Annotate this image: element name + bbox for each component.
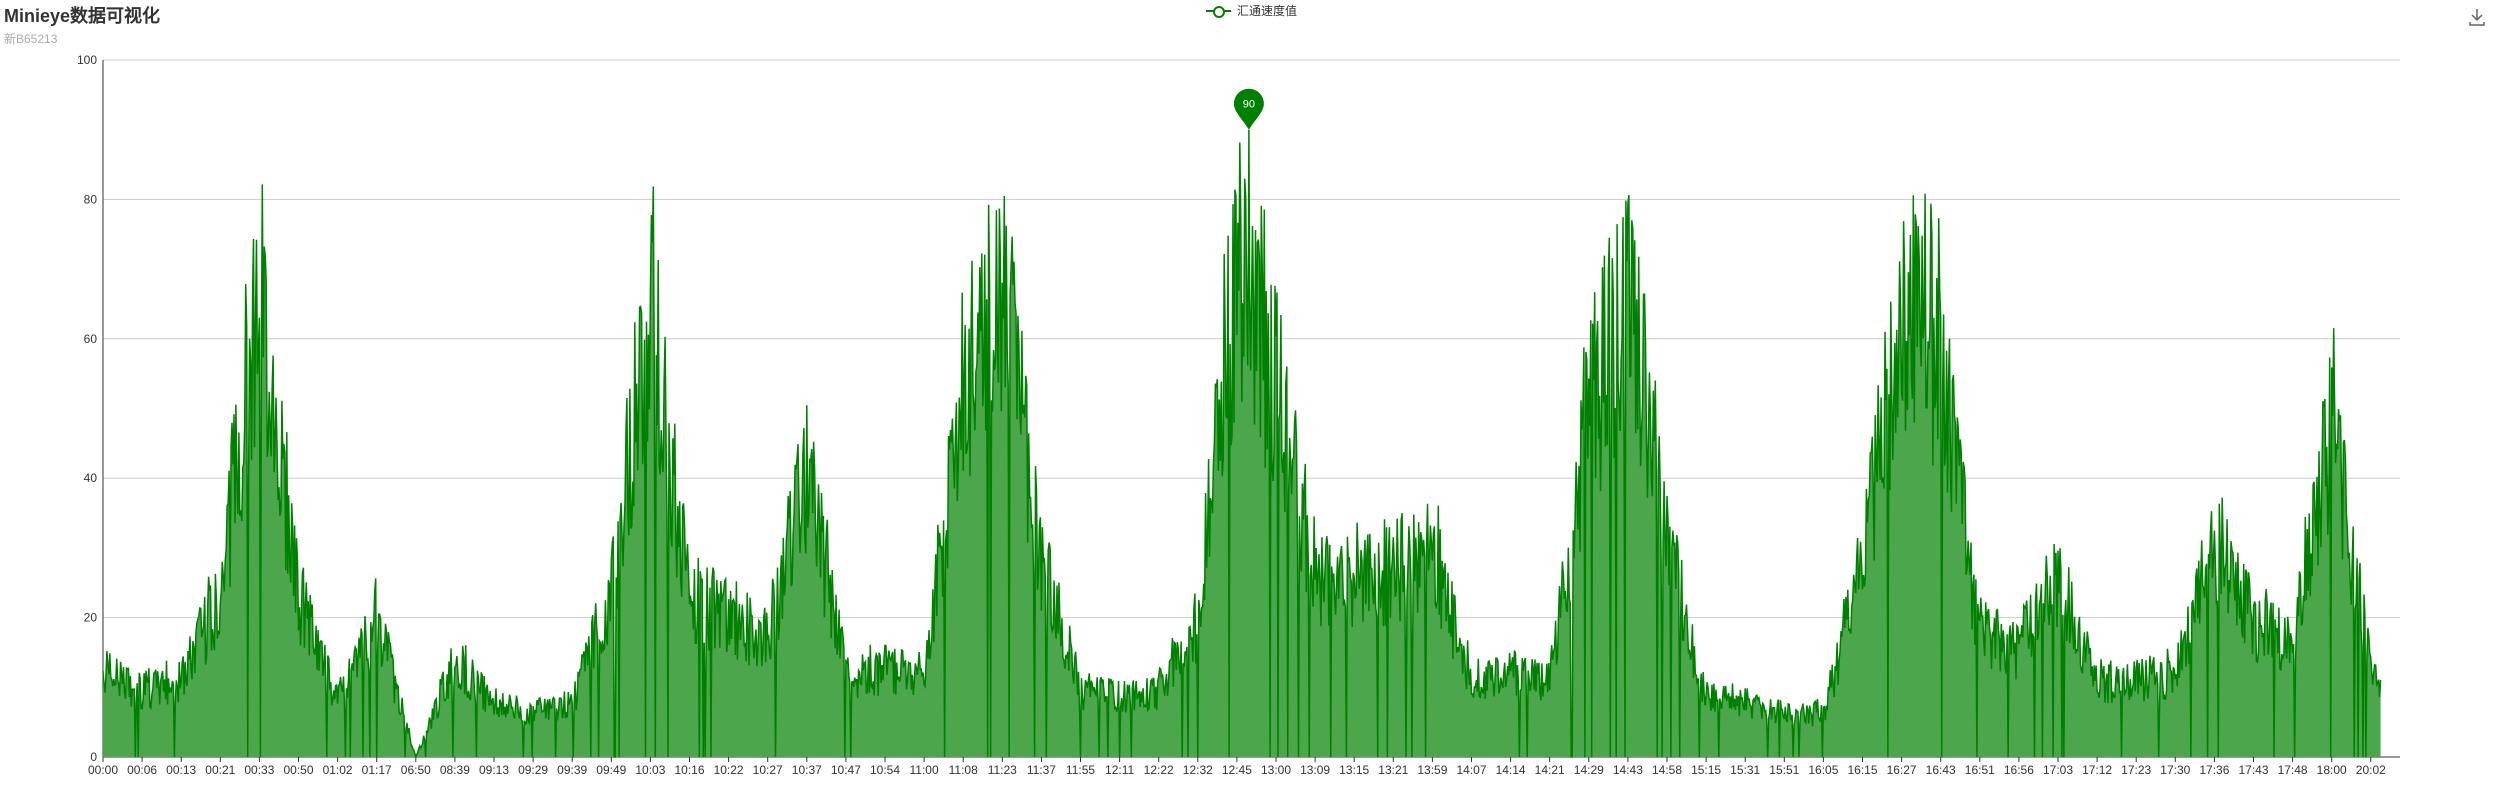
x-tick-label: 01:02 xyxy=(323,763,353,777)
x-tick-label: 11:55 xyxy=(1066,763,1095,777)
x-tick-label: 09:49 xyxy=(596,763,626,777)
x-tick-label: 10:03 xyxy=(635,763,665,777)
x-tick-label: 10:27 xyxy=(753,763,783,777)
x-tick-label: 00:33 xyxy=(244,763,274,777)
x-tick-label: 08:39 xyxy=(440,763,470,777)
x-tick-label: 10:47 xyxy=(831,763,861,777)
x-tick-label: 15:15 xyxy=(1691,763,1721,777)
max-point-marker: 90 xyxy=(1234,89,1264,130)
x-tick-label: 00:00 xyxy=(88,763,118,777)
x-tick-label: 11:37 xyxy=(1027,763,1056,777)
series-area xyxy=(103,130,2381,757)
x-tick-label: 10:22 xyxy=(714,763,744,777)
x-tick-label: 11:23 xyxy=(988,763,1017,777)
x-tick-label: 17:43 xyxy=(2238,763,2268,777)
x-tick-label: 17:03 xyxy=(2043,763,2073,777)
x-tick-label: 13:21 xyxy=(1378,763,1408,777)
x-tick-label: 14:14 xyxy=(1496,763,1526,777)
y-tick-label: 60 xyxy=(84,332,98,346)
y-tick-label: 100 xyxy=(77,53,97,67)
x-tick-label: 14:07 xyxy=(1456,763,1486,777)
x-tick-label: 12:45 xyxy=(1222,763,1252,777)
x-tick-label: 13:09 xyxy=(1300,763,1330,777)
y-tick-label: 40 xyxy=(84,471,98,485)
x-tick-label: 13:00 xyxy=(1261,763,1291,777)
max-point-label: 90 xyxy=(1243,99,1255,111)
x-tick-label: 12:32 xyxy=(1183,763,1213,777)
x-tick-label: 09:39 xyxy=(557,763,587,777)
x-tick-label: 10:16 xyxy=(674,763,704,777)
x-tick-label: 12:11 xyxy=(1105,763,1134,777)
x-tick-label: 09:13 xyxy=(479,763,509,777)
x-tick-label: 06:50 xyxy=(401,763,431,777)
y-tick-label: 0 xyxy=(90,750,97,764)
x-tick-label: 17:30 xyxy=(2160,763,2190,777)
x-tick-label: 16:27 xyxy=(1887,763,1917,777)
x-tick-label: 00:21 xyxy=(205,763,235,777)
x-tick-label: 11:08 xyxy=(949,763,978,777)
x-tick-label: 13:59 xyxy=(1417,763,1447,777)
x-tick-label: 10:37 xyxy=(792,763,822,777)
x-tick-label: 11:00 xyxy=(910,763,939,777)
x-tick-label: 17:12 xyxy=(2082,763,2112,777)
x-tick-label: 12:22 xyxy=(1144,763,1174,777)
x-tick-label: 00:13 xyxy=(166,763,196,777)
y-tick-label: 80 xyxy=(84,192,98,206)
x-tick-label: 16:05 xyxy=(1808,763,1838,777)
x-tick-label: 20:02 xyxy=(2356,763,2386,777)
x-tick-label: 00:50 xyxy=(283,763,313,777)
x-tick-label: 01:17 xyxy=(362,763,392,777)
x-tick-label: 16:51 xyxy=(1965,763,1995,777)
x-tick-label: 17:23 xyxy=(2121,763,2151,777)
x-tick-label: 13:15 xyxy=(1339,763,1369,777)
x-tick-label: 14:21 xyxy=(1535,763,1565,777)
x-tick-label: 16:56 xyxy=(2004,763,2034,777)
x-tick-label: 17:36 xyxy=(2199,763,2229,777)
x-tick-label: 18:00 xyxy=(2317,763,2347,777)
x-tick-label: 16:15 xyxy=(1847,763,1877,777)
y-tick-label: 20 xyxy=(84,611,98,625)
x-tick-label: 00:06 xyxy=(127,763,157,777)
x-tick-label: 16:43 xyxy=(1926,763,1956,777)
x-tick-label: 15:51 xyxy=(1769,763,1799,777)
x-tick-label: 15:31 xyxy=(1730,763,1760,777)
x-tick-label: 14:58 xyxy=(1652,763,1682,777)
x-tick-label: 09:29 xyxy=(518,763,548,777)
x-tick-label: 10:54 xyxy=(870,763,900,777)
x-tick-label: 14:29 xyxy=(1574,763,1604,777)
x-tick-label: 17:48 xyxy=(2278,763,2308,777)
x-tick-label: 14:43 xyxy=(1613,763,1643,777)
